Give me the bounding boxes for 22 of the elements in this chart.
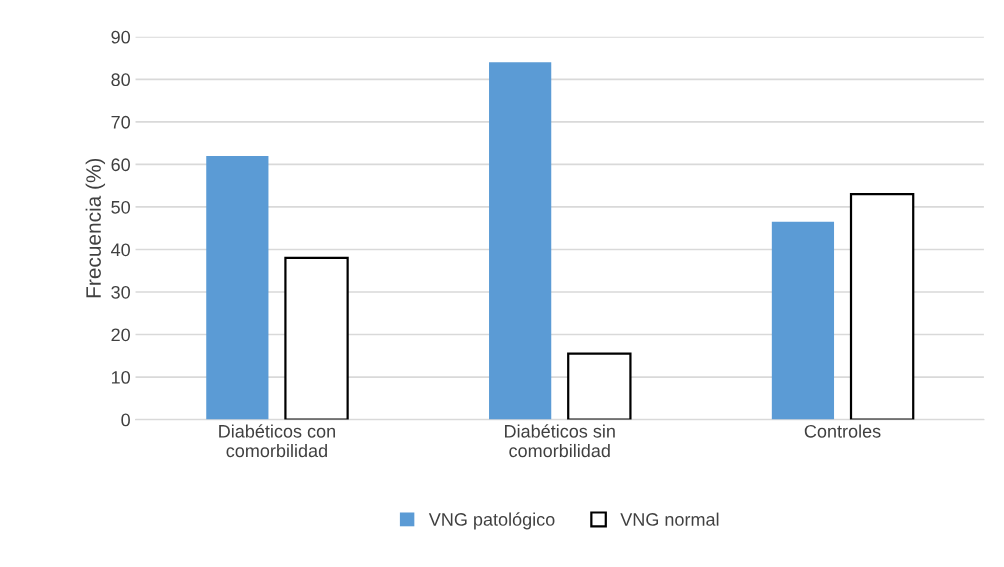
y-tick-label: 20 bbox=[111, 328, 130, 342]
y-tick-label: 70 bbox=[111, 115, 130, 129]
bar bbox=[206, 155, 269, 420]
bar bbox=[489, 62, 552, 420]
y-tick-label: 40 bbox=[111, 243, 130, 257]
y-tick-label: 60 bbox=[111, 158, 130, 172]
bar bbox=[284, 256, 349, 420]
bar bbox=[771, 221, 835, 420]
bar bbox=[567, 352, 632, 420]
x-tick-label: Diabéticos con comorbilidad bbox=[219, 424, 335, 458]
y-tick-label: 50 bbox=[111, 200, 130, 214]
x-tick-label: Controles bbox=[804, 424, 881, 438]
legend-label: VNG patológico bbox=[428, 512, 555, 530]
x-tick-label: Diabéticos sin comorbilidad bbox=[505, 424, 615, 458]
y-tick-label: 0 bbox=[121, 413, 130, 427]
y-tick-label: 80 bbox=[111, 73, 130, 87]
y-tick-label: 30 bbox=[111, 285, 130, 299]
y-axis-title: Frecuencia (%) bbox=[85, 158, 106, 298]
bar bbox=[849, 193, 915, 420]
y-tick-label: 90 bbox=[111, 30, 130, 44]
legend-label: VNG normal bbox=[620, 512, 719, 526]
y-tick-label: 10 bbox=[111, 370, 130, 384]
